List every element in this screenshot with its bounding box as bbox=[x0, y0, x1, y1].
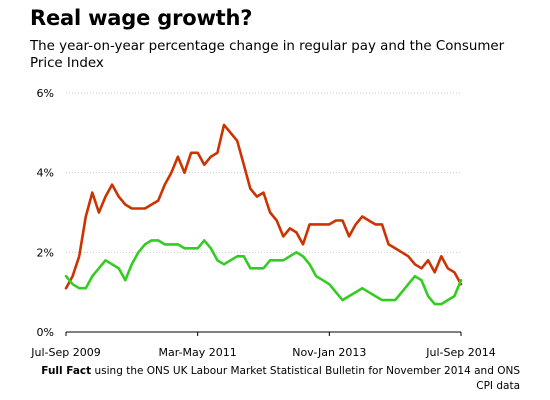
x-tick-label: Jul-Sep 2009 bbox=[30, 346, 100, 359]
cpi-line bbox=[64, 239, 463, 306]
gridlines bbox=[66, 92, 461, 253]
y-tick-label: 0% bbox=[37, 326, 54, 339]
source-brand: Full Fact bbox=[41, 365, 92, 377]
chart-title: Real wage growth? bbox=[30, 6, 253, 30]
y-tick-label: 6% bbox=[37, 87, 54, 100]
source-text: using the ONS UK Labour Market Statistic… bbox=[91, 365, 521, 392]
y-tick-label: 4% bbox=[37, 167, 54, 180]
chart-subtitle: The year-on-year percentage change in re… bbox=[30, 39, 505, 71]
y-axis-ticks: 0% 2% 4% 6% bbox=[37, 87, 54, 339]
x-tick-label: Mar-May 2011 bbox=[159, 346, 237, 359]
y-tick-label: 2% bbox=[37, 246, 54, 259]
source-note: Full Fact using the ONS UK Labour Market… bbox=[40, 364, 520, 394]
x-tick-label: Jul-Sep 2014 bbox=[425, 346, 495, 359]
x-axis-ticks: Jul-Sep 2009 Mar-May 2011 Nov-Jan 2013 Jul-… bbox=[30, 332, 496, 359]
series-lines bbox=[64, 123, 463, 306]
regular-pay-line bbox=[64, 123, 463, 290]
x-tick-label: Nov-Jan 2013 bbox=[292, 346, 366, 359]
